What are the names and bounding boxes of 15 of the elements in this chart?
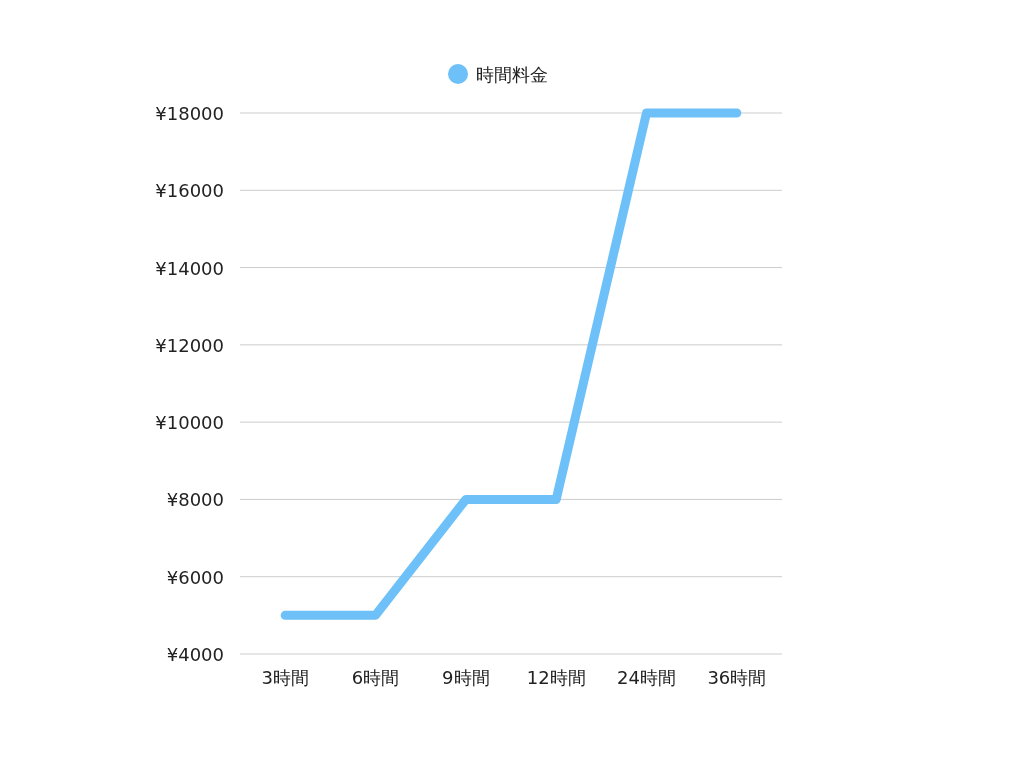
legend-label: 時間料金 (476, 64, 548, 85)
y-tick-label: ¥6000 (166, 566, 224, 588)
x-tick-label: 9時間 (442, 667, 490, 688)
y-tick-label: ¥18000 (155, 103, 224, 124)
x-tick-label: 24時間 (617, 667, 676, 688)
x-tick-label: 12時間 (526, 667, 586, 688)
y-tick-label: ¥8000 (166, 489, 224, 511)
y-tick-label: ¥4000 (166, 644, 224, 665)
y-tick-label: ¥10000 (155, 412, 224, 434)
y-tick-label: ¥14000 (155, 257, 224, 279)
x-tick-label: 36時間 (707, 667, 767, 688)
y-tick-label: ¥12000 (155, 334, 224, 356)
y-tick-label: ¥16000 (155, 180, 224, 202)
x-tick-label: 6時間 (351, 667, 400, 688)
x-tick-label: 3時間 (261, 667, 309, 688)
